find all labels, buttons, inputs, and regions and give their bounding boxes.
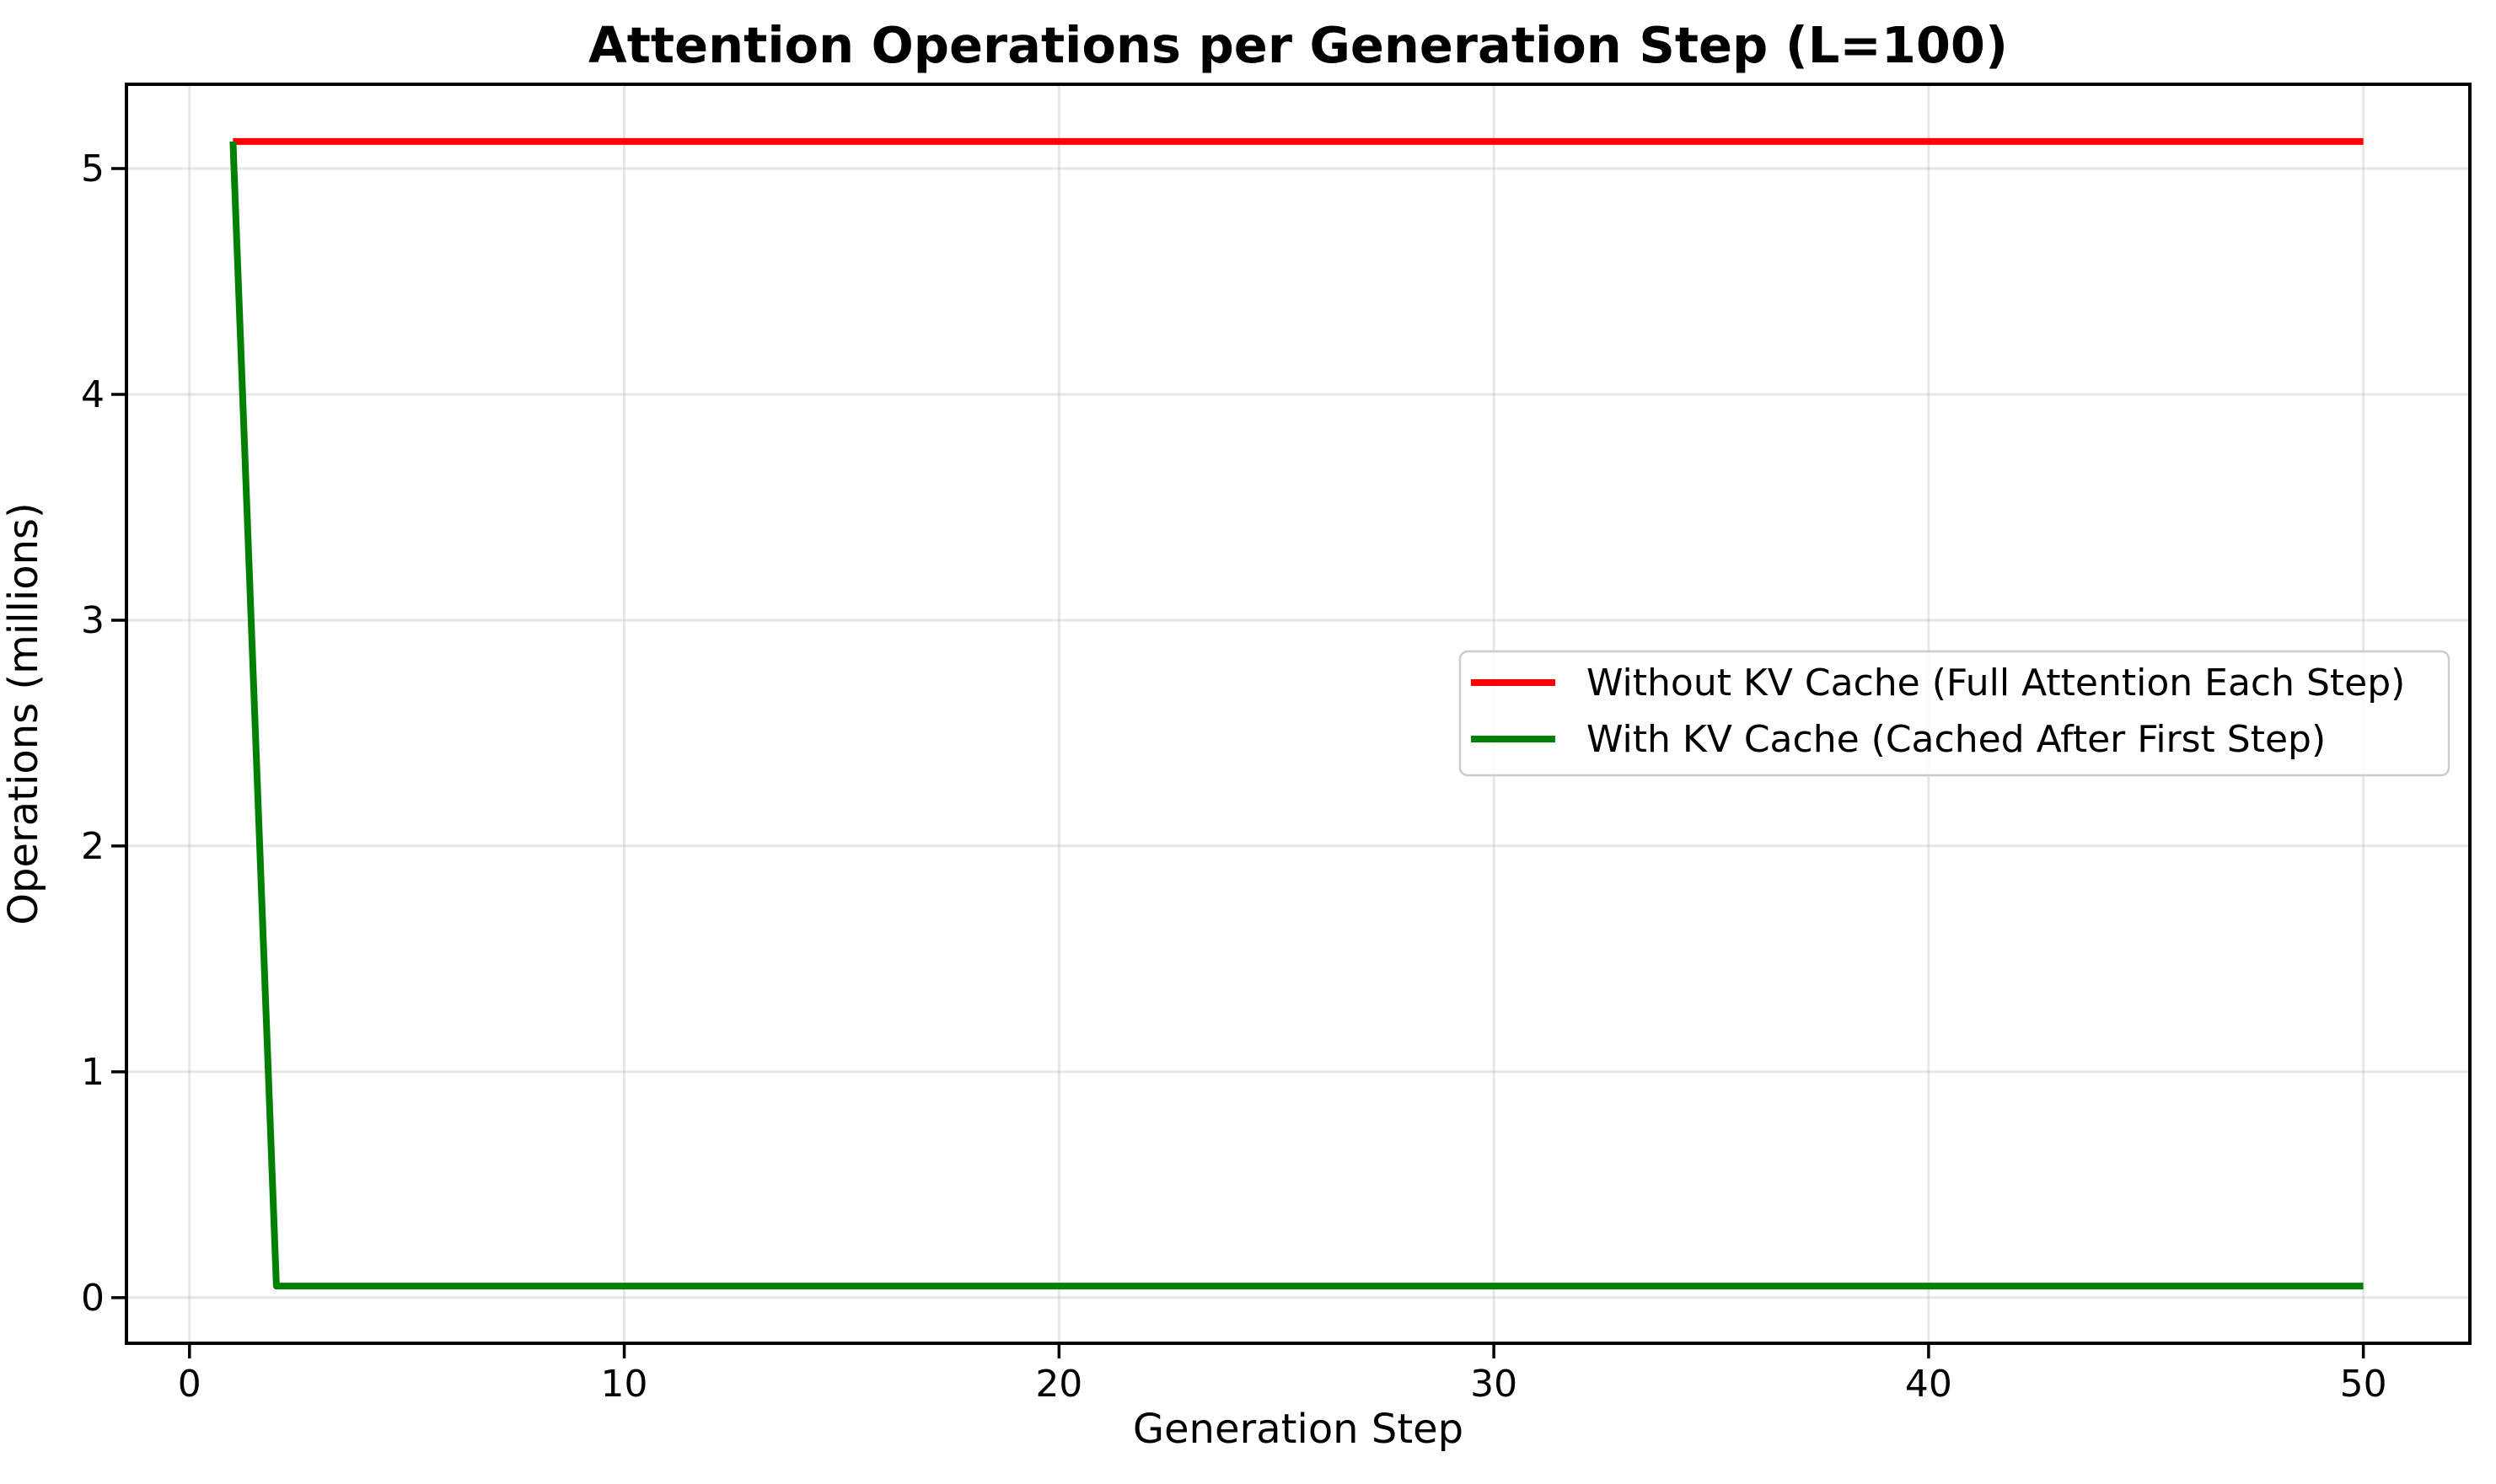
legend: Without KV Cache (Full Attention Each St…	[1458, 650, 2450, 777]
y-tick-label-3: 3	[81, 599, 105, 642]
y-tick-label-1: 1	[81, 1051, 105, 1094]
series-lines	[229, 137, 2364, 1290]
plot-border	[125, 83, 2472, 1345]
x-tick-label-10: 10	[601, 1363, 648, 1406]
y-axis-label: Operations (millions)	[0, 502, 47, 925]
tick-labels: 0 10 20 30 40 50 0 1 2 3 4 5	[81, 147, 2387, 1406]
axis-ticks	[111, 167, 2365, 1358]
series-line-with-kv-cache	[229, 141, 2364, 1290]
legend-label-without-kv-cache: Without KV Cache (Full Attention Each St…	[1586, 662, 2405, 704]
legend-label-with-kv-cache: With KV Cache (Cached After First Step)	[1586, 718, 2326, 761]
x-tick-label-50: 50	[2340, 1363, 2387, 1406]
x-axis-label: Generation Step	[1133, 1406, 1463, 1453]
x-tick-label-20: 20	[1035, 1363, 1082, 1406]
y-tick-label-2: 2	[81, 825, 105, 868]
y-tick-label-0: 0	[81, 1277, 105, 1320]
y-tick-label-4: 4	[81, 373, 105, 416]
y-tick-label-5: 5	[81, 147, 105, 190]
legend-box	[1458, 650, 2450, 777]
x-tick-label-40: 40	[1905, 1363, 1952, 1406]
x-tick-label-0: 0	[178, 1363, 201, 1406]
x-tick-label-30: 30	[1470, 1363, 1517, 1406]
chart-title: Attention Operations per Generation Step…	[588, 16, 2008, 74]
